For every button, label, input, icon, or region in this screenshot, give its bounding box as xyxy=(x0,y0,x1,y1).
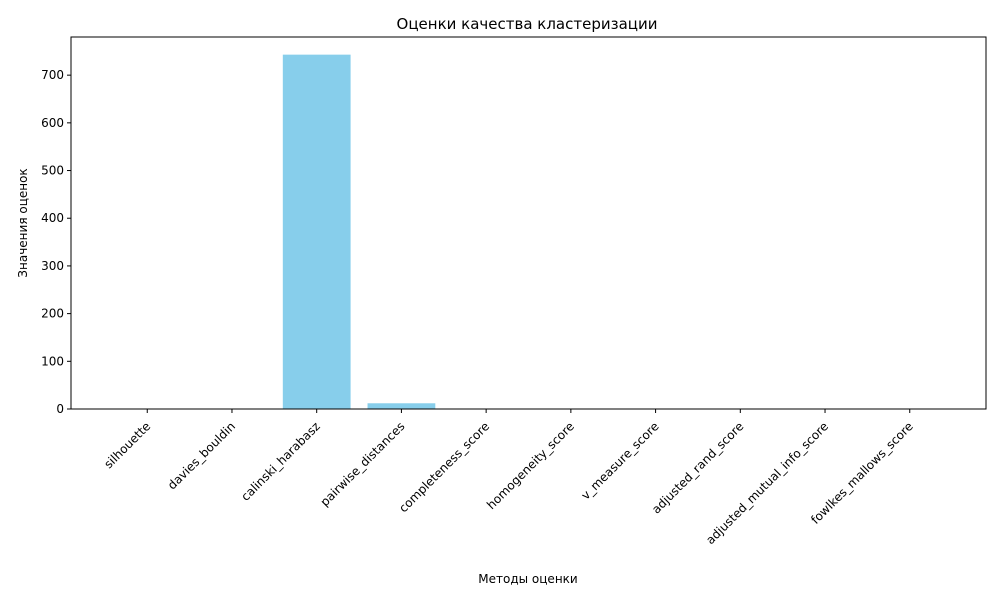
y-tick-label: 500 xyxy=(41,164,64,178)
bar-pairwise-distances xyxy=(367,403,436,409)
x-tick-label: silhouette xyxy=(101,419,153,471)
x-axis-label: Методы оценки xyxy=(478,572,577,586)
y-axis: 0 100 200 300 400 500 600 700 xyxy=(41,68,71,416)
y-axis-label: Значения оценок xyxy=(16,168,30,277)
x-tick-label: pairwise_distances xyxy=(318,419,408,509)
x-tick-label: completeness_score xyxy=(396,419,492,515)
y-tick-label: 200 xyxy=(41,307,64,321)
plot-frame xyxy=(70,36,987,410)
x-tick-label: adjusted_rand_score xyxy=(649,419,746,516)
y-tick-label: 100 xyxy=(41,354,64,368)
bar-calinski-harabasz xyxy=(282,54,351,410)
x-tick-label: davies_bouldin xyxy=(165,419,238,492)
y-tick-label: 700 xyxy=(41,68,64,82)
y-tick-label: 400 xyxy=(41,211,64,225)
chart-title: Оценки качества кластеризации xyxy=(397,15,658,33)
x-tick-label: homogeneity_score xyxy=(484,419,577,512)
x-axis: silhouette davies_bouldin calinski_harabas… xyxy=(101,409,916,547)
x-tick-label: calinski_harabasz xyxy=(238,419,323,504)
y-tick-label: 600 xyxy=(41,116,64,130)
y-tick-label: 0 xyxy=(56,402,64,416)
y-tick-label: 300 xyxy=(41,259,64,273)
x-tick-label: v_measure_score xyxy=(578,419,661,502)
bars-layer xyxy=(113,54,944,410)
